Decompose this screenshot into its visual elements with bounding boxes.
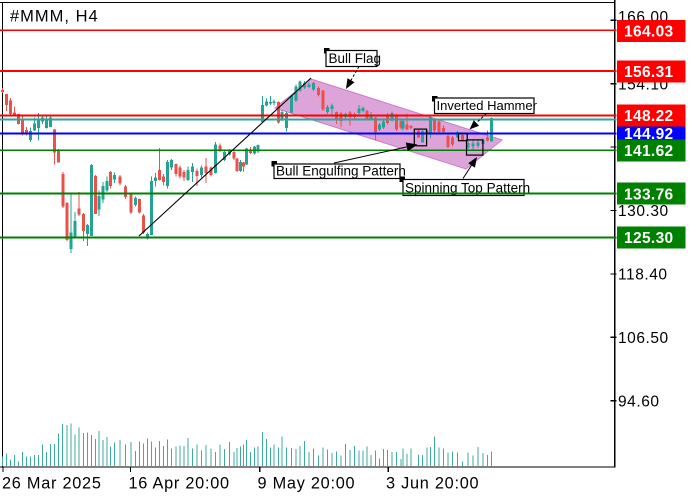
svg-text:133.76: 133.76 xyxy=(624,186,674,203)
svg-text:Bull Flag: Bull Flag xyxy=(329,51,382,66)
svg-text:Bull Engulfing Pattern: Bull Engulfing Pattern xyxy=(276,164,406,179)
svg-text:16 Apr 20:00: 16 Apr 20:00 xyxy=(129,475,230,493)
svg-text:106.50: 106.50 xyxy=(618,330,669,347)
svg-text:118.40: 118.40 xyxy=(618,267,668,284)
svg-text:#MMM, H4: #MMM, H4 xyxy=(10,8,99,26)
svg-text:125.30: 125.30 xyxy=(624,230,674,247)
svg-text:141.62: 141.62 xyxy=(624,143,674,160)
svg-text:164.03: 164.03 xyxy=(624,24,674,41)
svg-text:144.92: 144.92 xyxy=(624,126,674,143)
svg-text:26 Mar 2025: 26 Mar 2025 xyxy=(2,475,102,493)
svg-text:156.31: 156.31 xyxy=(624,64,674,81)
svg-text:148.22: 148.22 xyxy=(624,108,674,125)
svg-text:94.60: 94.60 xyxy=(618,393,660,410)
svg-text:3 Jun 20:00: 3 Jun 20:00 xyxy=(386,475,479,493)
svg-text:Inverted Hammer: Inverted Hammer xyxy=(437,98,538,113)
svg-text:9 May 20:00: 9 May 20:00 xyxy=(258,475,356,493)
svg-text:130.30: 130.30 xyxy=(618,203,669,220)
svg-text:Spinning Top Pattern: Spinning Top Pattern xyxy=(405,181,530,196)
